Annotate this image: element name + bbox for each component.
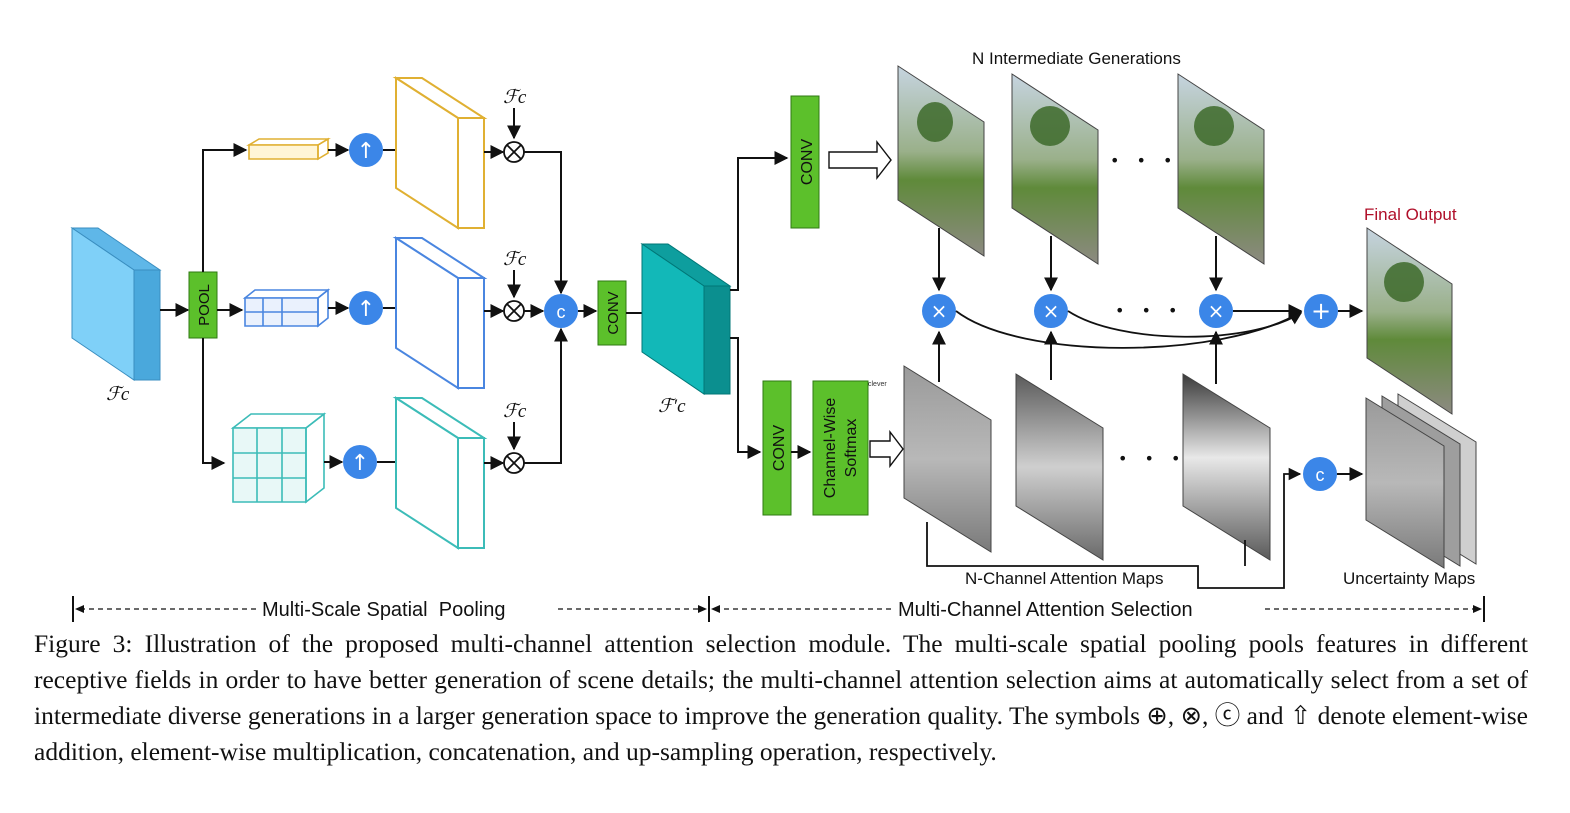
multiply-icon: × <box>1034 294 1068 328</box>
pooled-feature-small <box>246 137 331 161</box>
svg-text:↑: ↑ <box>357 297 375 322</box>
figure-caption: Figure 3: Illustration of the proposed m… <box>34 629 1528 766</box>
multiply-icon: × <box>922 294 956 328</box>
attention-maps-label: N-Channel Attention Maps <box>965 569 1163 588</box>
softmax-label-line1: Channel-Wise <box>822 398 839 499</box>
multiply-icon <box>503 452 525 474</box>
upsampled-feature-blue <box>392 236 488 390</box>
channel-softmax-block <box>812 380 869 516</box>
input-feature-block <box>70 227 162 381</box>
hollow-arrow-icon <box>869 429 904 469</box>
pooled-feature-medium <box>242 288 331 328</box>
svg-text:×: × <box>931 299 948 323</box>
upsample-icon: ↑ <box>349 291 383 325</box>
attention-map-image <box>1015 373 1104 561</box>
pool-label: POOL <box>196 284 213 326</box>
uncertainty-maps-stack <box>1365 393 1477 569</box>
multiply-icon <box>503 300 525 322</box>
section-divider <box>72 596 1485 622</box>
svg-text:c: c <box>1316 465 1325 485</box>
ellipsis-middle: • • • <box>1115 301 1183 320</box>
add-icon: + <box>1304 294 1338 328</box>
final-output-image <box>1366 227 1453 415</box>
conv-label: CONV <box>605 291 622 334</box>
uncertainty-maps-label: Uncertainty Maps <box>1343 569 1475 588</box>
svg-text:c: c <box>557 302 566 322</box>
hollow-arrow-icon <box>828 139 892 181</box>
intermediate-generation-image <box>897 65 985 257</box>
softmax-tag: clever <box>868 381 887 388</box>
refined-feature-block <box>640 243 732 395</box>
svg-text:↑: ↑ <box>357 139 375 164</box>
conv-block-bottom <box>762 380 792 516</box>
svg-text:×: × <box>1208 299 1225 323</box>
attention-selection-diagram: ℱc POOL ↑ ↑ ↑ <box>70 49 1485 622</box>
fc-prime-label: ℱ′c <box>658 396 686 417</box>
upsampled-feature-yellow <box>392 76 488 230</box>
fc-label: ℱc <box>503 249 527 270</box>
svg-text:×: × <box>1043 299 1060 323</box>
final-output-label: Final Output <box>1364 205 1457 224</box>
ellipsis-bottom: • • • <box>1118 449 1186 468</box>
upsampled-feature-cyan <box>392 396 488 550</box>
svg-text:+: + <box>1311 297 1331 325</box>
upsample-icon: ↑ <box>343 445 377 479</box>
attention-map-image <box>1182 373 1271 561</box>
concat-icon: c <box>544 294 578 328</box>
attention-map-image <box>903 365 992 553</box>
conv-block-top <box>790 95 820 229</box>
intermediate-generation-image <box>1177 73 1265 265</box>
conv-block-left <box>597 280 627 346</box>
multiply-icon: × <box>1199 294 1233 328</box>
conv-label: CONV <box>799 139 816 186</box>
softmax-label-line2: Softmax <box>843 419 860 478</box>
section-label-right: Multi-Channel Attention Selection <box>898 599 1193 621</box>
conv-label: CONV <box>771 425 788 472</box>
ellipsis-top: • • • <box>1110 151 1178 170</box>
multiply-icon <box>503 141 525 163</box>
intermediate-generations-title: N Intermediate Generations <box>972 49 1181 68</box>
svg-text:↑: ↑ <box>351 451 369 476</box>
fc-label: ℱc <box>503 401 527 422</box>
fc-label: ℱc <box>503 87 527 108</box>
pooled-feature-large <box>230 412 327 504</box>
section-label-left: Multi-Scale Spatial Pooling <box>262 599 505 621</box>
intermediate-generation-image <box>1011 73 1099 265</box>
concat-icon: c <box>1303 457 1337 491</box>
upsample-icon: ↑ <box>349 133 383 167</box>
input-fc-label: ℱc <box>106 384 130 405</box>
